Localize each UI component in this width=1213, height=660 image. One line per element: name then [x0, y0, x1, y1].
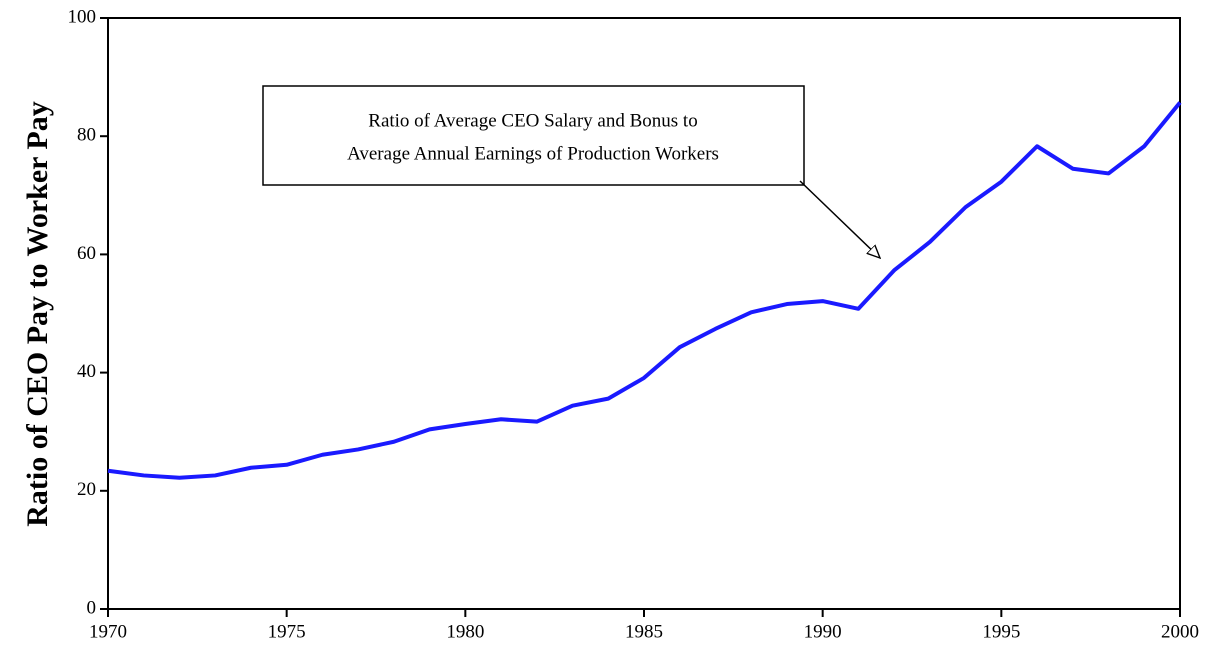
x-tick-label: 1970	[89, 621, 127, 642]
y-tick-label: 0	[87, 597, 97, 618]
y-axis-title: Ratio of CEO Pay to Worker Pay	[21, 101, 54, 527]
x-tick-label: 2000	[1161, 621, 1199, 642]
annotation-box	[262, 85, 805, 186]
annotation-text: Average Annual Earnings of Production Wo…	[347, 143, 719, 164]
y-tick-label: 40	[77, 361, 96, 382]
x-tick-label: 1985	[625, 621, 663, 642]
x-tick-label: 1995	[982, 621, 1020, 642]
y-tick-label: 60	[77, 243, 96, 264]
x-tick-label: 1980	[446, 621, 484, 642]
y-tick-label: 80	[77, 125, 96, 146]
data-line	[107, 101, 1182, 480]
annotation-arrow	[799, 180, 880, 258]
annotation-text: Ratio of Average CEO Salary and Bonus to	[368, 110, 697, 131]
y-tick-label: 20	[77, 479, 96, 500]
x-tick-label: 1990	[804, 621, 842, 642]
x-tick-label: 1975	[268, 621, 306, 642]
y-tick-label: 100	[68, 6, 97, 27]
